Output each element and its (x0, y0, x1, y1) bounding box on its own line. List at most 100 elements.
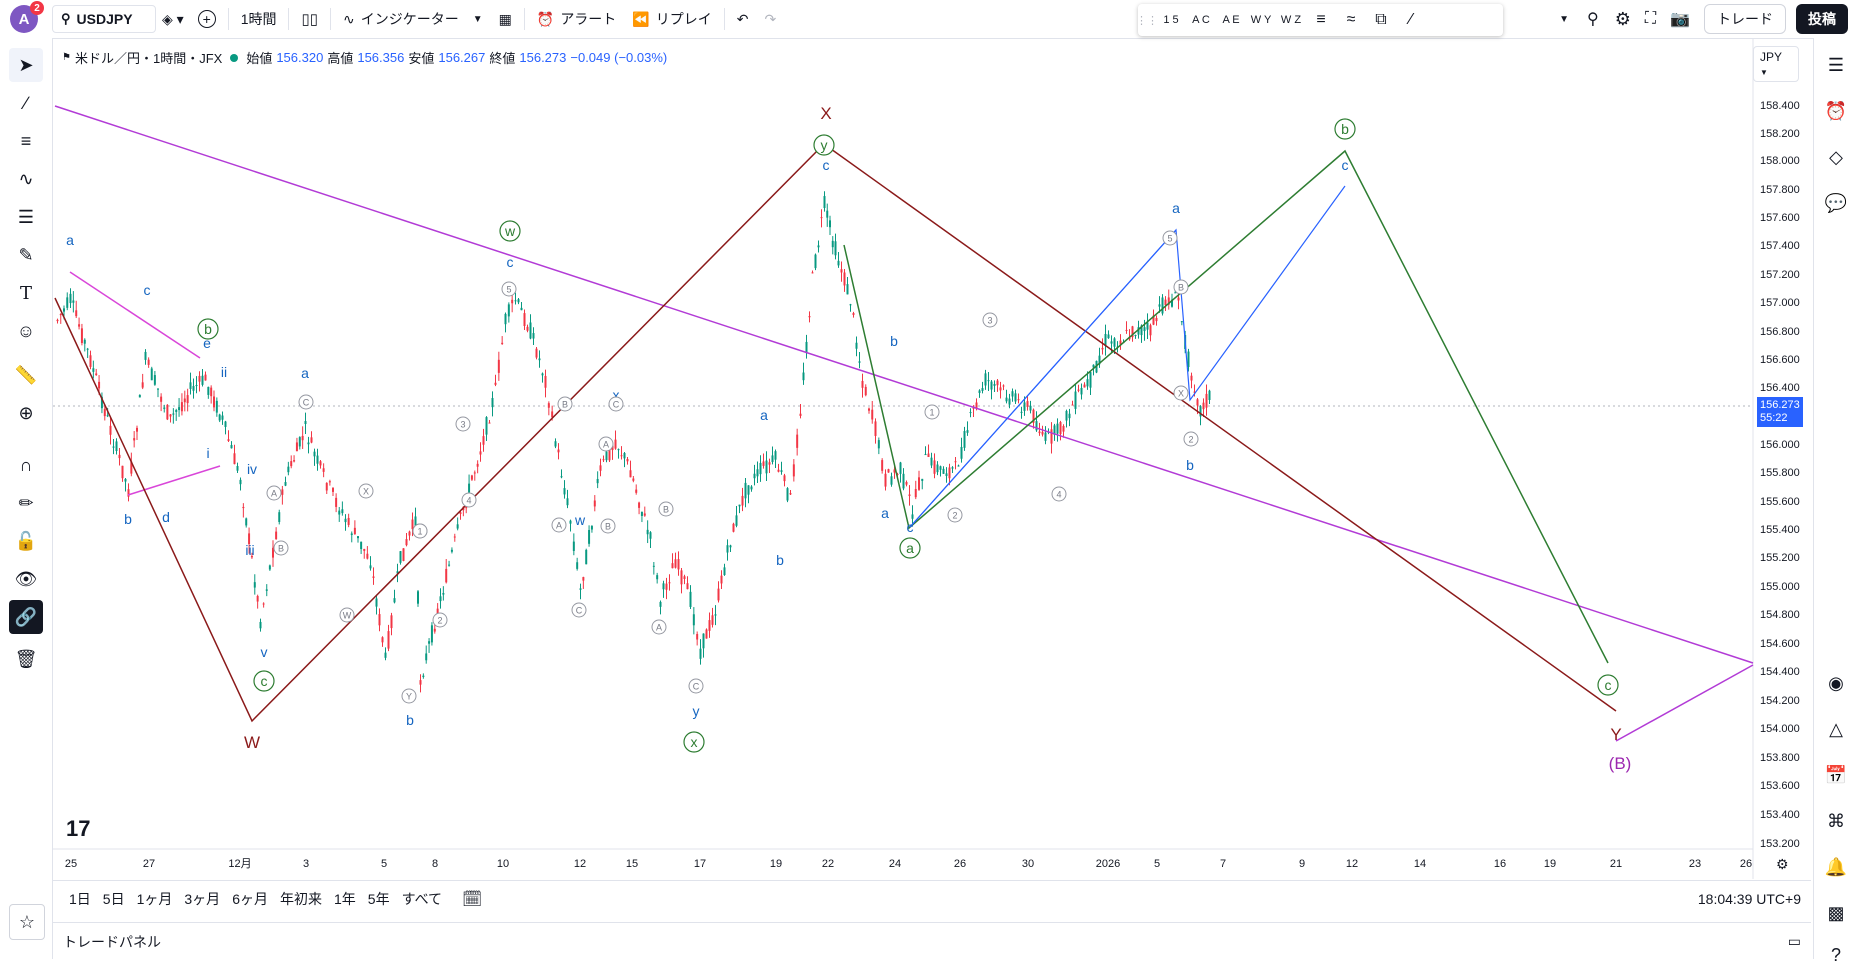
brush-tool[interactable]: ✎ (9, 238, 43, 272)
channel-icon[interactable]: ≈ (1346, 11, 1356, 28)
trade-panel-tab[interactable]: トレードパネル (63, 933, 161, 950)
trendline-tool[interactable]: ∕ (9, 86, 43, 120)
candle-body (138, 395, 141, 398)
range-1y[interactable]: 1年 (333, 891, 356, 907)
compare-symbol-button[interactable]: ◈ ▾ (156, 0, 190, 38)
lines-icon[interactable]: ≡ (1316, 11, 1326, 28)
notification-badge: 2 (30, 1, 44, 15)
prediction-tool[interactable]: ☰ (9, 200, 43, 234)
range-ytd[interactable]: 年初来 (279, 891, 322, 907)
avatar-letter: A (18, 10, 30, 28)
layouts-button[interactable]: ▦ (491, 0, 520, 38)
go-to-date-icon[interactable]: 🗓 (462, 891, 483, 908)
candle-body (817, 245, 820, 248)
help-button[interactable]: ? (1821, 940, 1851, 970)
elliott-triangle-tool[interactable]: A E (1222, 14, 1240, 26)
range-1d[interactable]: 1日 (69, 891, 91, 907)
trade-button[interactable]: トレード (1704, 4, 1786, 34)
triangle-upper-line[interactable] (69, 271, 201, 359)
range-5y[interactable]: 5年 (367, 891, 390, 907)
calendar-button[interactable]: 📅 (1821, 760, 1851, 790)
candle-body (723, 567, 726, 576)
alarm-clock-icon: ⏰ (536, 10, 555, 27)
text-tool[interactable]: T (9, 276, 43, 310)
emoji-tool[interactable]: ☺ (9, 314, 43, 348)
trendline-icon[interactable]: ∕ (1409, 11, 1413, 28)
utc-clock[interactable]: 18:04:39 UTC+9 (1697, 891, 1801, 907)
chats-button[interactable]: 💬 (1821, 188, 1851, 218)
wave-label: iv (247, 461, 257, 477)
chart-type-button[interactable]: ▯▯ (293, 0, 326, 38)
zoom-tool[interactable]: ⊕ (9, 396, 43, 430)
alert-button[interactable]: ⏰ アラート (529, 0, 624, 38)
alerts-button[interactable]: ⏰ (1821, 96, 1851, 126)
symbol-search[interactable]: ⚲ USDJPY (52, 5, 156, 33)
interval-button[interactable]: 1時間 (240, 11, 277, 27)
chevron-down-icon[interactable]: ▼ (1559, 13, 1570, 25)
range-5d[interactable]: 5日 (102, 891, 125, 907)
measure-tool[interactable]: 📏 (9, 358, 43, 392)
elliott-correction-tool[interactable]: A C (1192, 14, 1210, 26)
watchlist-button[interactable]: ☰ (1821, 50, 1851, 80)
news-button[interactable]: ⌘ (1821, 806, 1851, 836)
elliott-double-combo-tool[interactable]: W Y (1250, 14, 1272, 26)
legend-title[interactable]: 米ドル／円・1時間・JFX (74, 51, 223, 66)
quick-search-icon[interactable]: ⚲ (1587, 11, 1599, 28)
triangle-lower-line[interactable] (127, 465, 221, 496)
favorites-tool[interactable]: ☆ (9, 904, 45, 940)
fullscreen-icon[interactable]: ⛶ (1644, 10, 1657, 27)
elliott-impulse-tool[interactable]: 1 5 (1163, 14, 1179, 26)
settings-icon[interactable]: ⚙ (1614, 8, 1631, 29)
range-3m[interactable]: 3ヶ月 (184, 891, 221, 907)
user-avatar[interactable]: A 2 (10, 1, 44, 33)
elliott-triple-combo-tool[interactable]: W Z (1280, 14, 1302, 26)
range-1m[interactable]: 1ヶ月 (136, 891, 173, 907)
drag-handle-icon[interactable]: ⋮⋮ (1136, 14, 1158, 27)
camera-icon[interactable]: 📷 (1670, 11, 1690, 28)
add-symbol-button[interactable]: + (190, 0, 224, 38)
purple-trendline[interactable] (54, 105, 1754, 664)
ideas-button[interactable]: △ (1821, 714, 1851, 744)
magnet-tool[interactable]: ∩ (9, 448, 43, 482)
sync-drawings-tool[interactable]: 🔗 (9, 600, 43, 634)
notifications-button[interactable]: 🔔 (1821, 852, 1851, 882)
lock-tool[interactable]: 🔓 (9, 524, 43, 558)
time-tick: 27 (143, 858, 155, 870)
pattern-tool[interactable]: ∿ (9, 162, 43, 196)
range-6m[interactable]: 6ヶ月 (232, 891, 268, 907)
chevron-down-icon: ▼ (472, 13, 483, 25)
wxy-wave-line[interactable] (54, 143, 1617, 723)
range-all[interactable]: すべて (401, 891, 443, 907)
blue-channel-line[interactable] (909, 229, 1177, 528)
fib-tool[interactable]: ≡ (9, 124, 43, 158)
time-tick: 12月 (228, 858, 251, 870)
post-button[interactable]: 投稿 (1796, 4, 1848, 34)
indicators-button[interactable]: ∿ インジケーター ▼ (335, 0, 491, 38)
replay-button[interactable]: ⏪ リプレイ (624, 0, 719, 38)
magnet-icon: ∩ (19, 454, 33, 475)
candle-body (1202, 402, 1205, 410)
undo-button[interactable]: ↶ (729, 0, 757, 38)
price-tick: 153.600 (1760, 780, 1800, 792)
maximize-icon[interactable]: ▭ (1787, 933, 1801, 949)
candle-body (831, 240, 834, 248)
candle-body (227, 439, 230, 441)
blue-projection-line[interactable] (909, 185, 1346, 528)
currency-label: JPY (1760, 50, 1782, 64)
stay-drawing-tool[interactable]: ✏ (9, 486, 43, 520)
axis-settings-icon[interactable]: ⚙ (1776, 856, 1789, 872)
time-tick: 5 (381, 858, 387, 870)
abc-green-wave-line[interactable] (843, 149, 1609, 664)
purple-trendline-rebound[interactable] (1615, 664, 1754, 742)
hide-tool[interactable]: 👁 (9, 562, 43, 596)
delete-tool[interactable]: 🗑 (9, 642, 43, 676)
cursor-tool[interactable]: ➤ (9, 48, 43, 82)
pattern-icon[interactable]: ⧉ (1375, 11, 1387, 28)
redo-button[interactable]: ↷ (756, 0, 784, 38)
candle-body (921, 478, 924, 481)
data-window-button[interactable]: ◇ (1821, 142, 1851, 172)
hotlists-button[interactable]: ◉ (1821, 668, 1851, 698)
currency-selector[interactable]: JPY ▼ (1753, 46, 1799, 82)
apps-button[interactable]: ▩ (1821, 898, 1851, 928)
